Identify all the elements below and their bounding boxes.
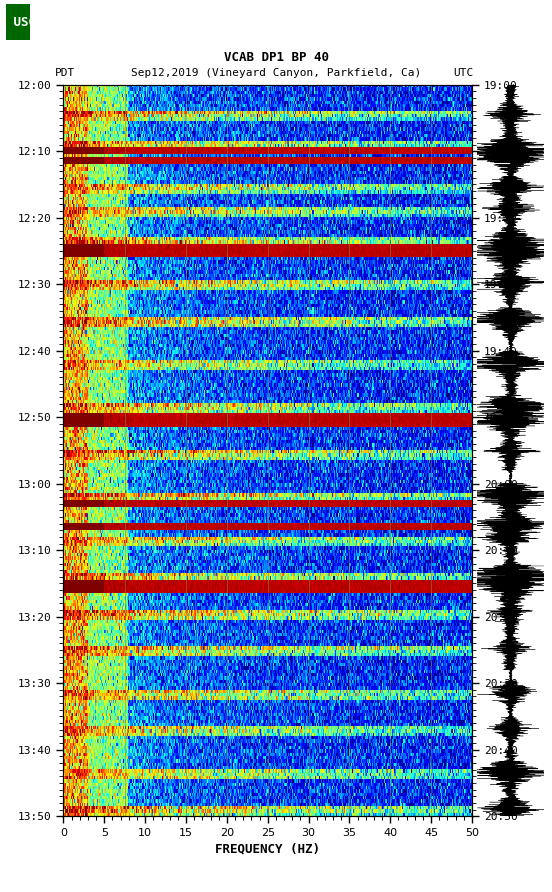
X-axis label: FREQUENCY (HZ): FREQUENCY (HZ) bbox=[215, 842, 320, 855]
Text: USGS: USGS bbox=[6, 16, 43, 29]
Text: Sep12,2019 (Vineyard Canyon, Parkfield, Ca): Sep12,2019 (Vineyard Canyon, Parkfield, … bbox=[131, 68, 421, 78]
Text: VCAB DP1 BP 40: VCAB DP1 BP 40 bbox=[224, 52, 328, 64]
Text: PDT: PDT bbox=[55, 68, 76, 78]
FancyBboxPatch shape bbox=[6, 4, 30, 40]
Text: UTC: UTC bbox=[454, 68, 474, 78]
